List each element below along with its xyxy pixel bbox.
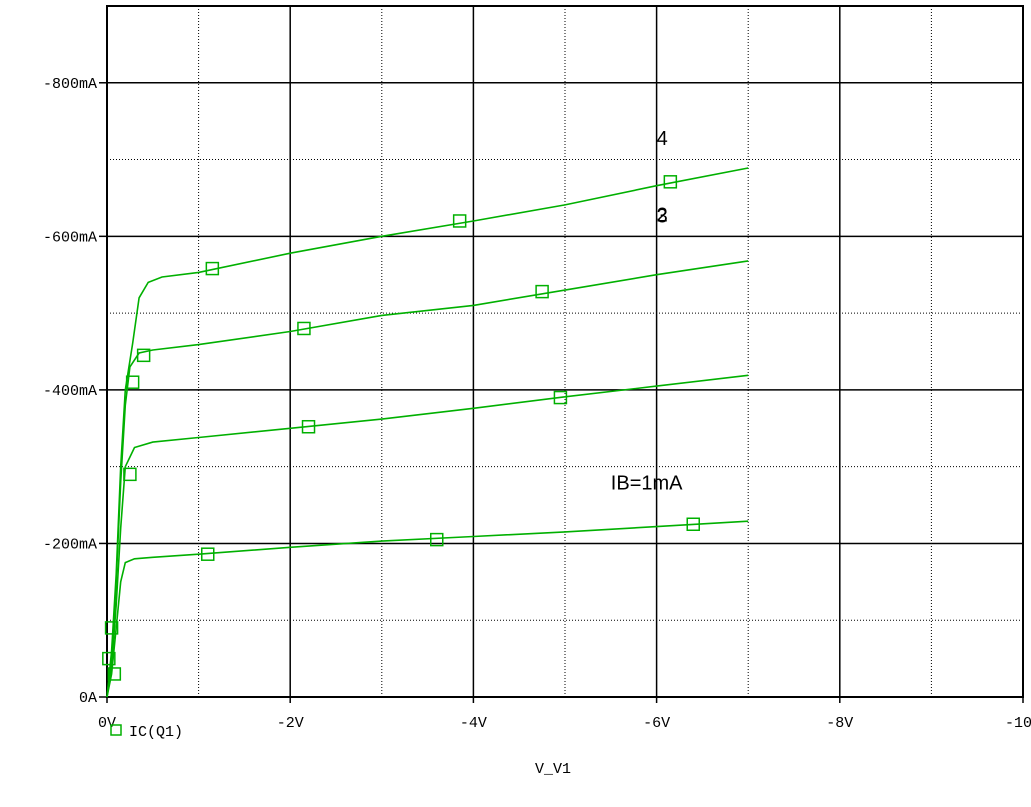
data-marker	[535, 284, 549, 299]
y-tick-label: -200mA	[43, 536, 97, 553]
x-tick-label: -2V	[277, 715, 304, 732]
legend-label: IC(Q1)	[129, 724, 183, 741]
series-line-2	[106, 374, 749, 698]
y-tick-label: -800mA	[43, 76, 97, 93]
series-line-4	[106, 167, 749, 698]
curve-annotations: IB=1mA 23 4	[611, 128, 683, 495]
data-marker	[686, 517, 700, 531]
data-marker	[452, 214, 467, 228]
x-tick-label: -10V	[1005, 715, 1031, 732]
y-tick-label: -600mA	[43, 229, 97, 246]
data-marker	[301, 419, 316, 434]
legend-swatch-icon	[110, 724, 122, 736]
data-marker	[553, 390, 568, 405]
curve-label-4: 4	[657, 128, 668, 150]
curve-label-3: 3	[657, 206, 668, 228]
x-tick-label: -6V	[643, 715, 670, 732]
series-group	[106, 167, 749, 698]
x-tick-label: -8V	[826, 715, 853, 732]
curve-label-2: 2	[657, 205, 668, 227]
data-marker	[102, 651, 116, 666]
data-marker	[107, 667, 122, 681]
marker-group	[102, 175, 700, 681]
x-tick-label: -4V	[460, 715, 487, 732]
curve-label-1: IB=1mA	[611, 473, 683, 495]
data-marker	[430, 532, 444, 547]
x-tick-label: 0V	[98, 715, 116, 732]
data-marker	[136, 348, 151, 363]
plot-frame	[106, 5, 1024, 698]
data-marker	[201, 547, 215, 561]
data-marker	[663, 175, 678, 189]
data-marker	[123, 467, 137, 482]
grid	[107, 6, 1023, 697]
x-axis-ticks: 0V -2V -4V -6V -8V -10V	[98, 697, 1031, 732]
series-line-1	[106, 520, 749, 698]
x-axis-label: V_V1	[535, 761, 571, 778]
data-marker	[125, 375, 140, 389]
data-marker	[297, 321, 311, 336]
y-tick-label: 0A	[79, 690, 97, 707]
y-axis-ticks: 0A -200mA -400mA -600mA -800mA	[43, 76, 107, 707]
data-marker	[205, 261, 220, 276]
data-marker	[104, 621, 119, 635]
legend: IC(Q1)	[110, 724, 183, 741]
y-tick-label: -400mA	[43, 383, 97, 400]
